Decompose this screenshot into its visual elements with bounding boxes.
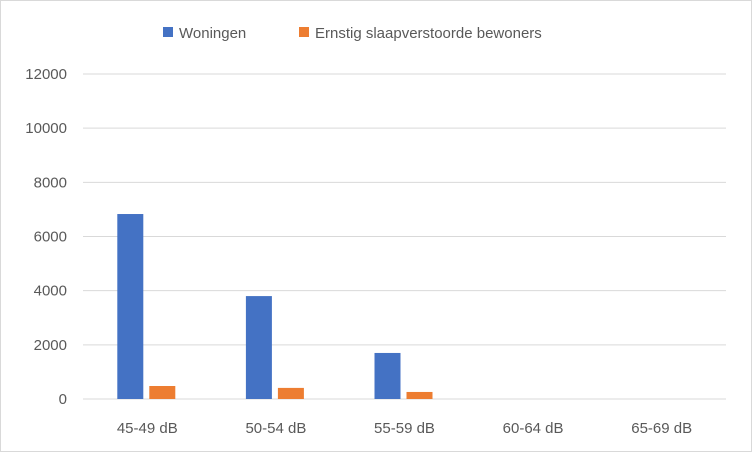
y-tick-label: 0 [59, 391, 67, 408]
y-tick-label: 12000 [25, 66, 67, 83]
legend-swatch [299, 27, 309, 37]
x-tick-label: 65-69 dB [631, 420, 692, 437]
bar-slaapverstoorden [277, 387, 304, 399]
legend-label: Woningen [179, 25, 246, 42]
y-tick-label: 10000 [25, 120, 67, 137]
legend-label: Ernstig slaapverstoorde bewoners [315, 25, 542, 42]
x-tick-label: 55-59 dB [374, 420, 435, 437]
x-tick-label: 50-54 dB [245, 420, 306, 437]
bar-woningen [245, 296, 272, 399]
bar-woningen [374, 352, 401, 399]
bar-woningen [117, 214, 144, 399]
y-tick-label: 4000 [34, 283, 67, 300]
bar-slaapverstoorden [406, 391, 433, 399]
y-tick-label: 8000 [34, 174, 67, 191]
bar-slaapverstoorden [149, 386, 176, 399]
legend-swatch [163, 27, 173, 37]
x-tick-label: 60-64 dB [503, 420, 564, 437]
y-tick-label: 2000 [34, 337, 67, 354]
y-tick-label: 6000 [34, 229, 67, 246]
x-tick-label: 45-49 dB [117, 420, 178, 437]
